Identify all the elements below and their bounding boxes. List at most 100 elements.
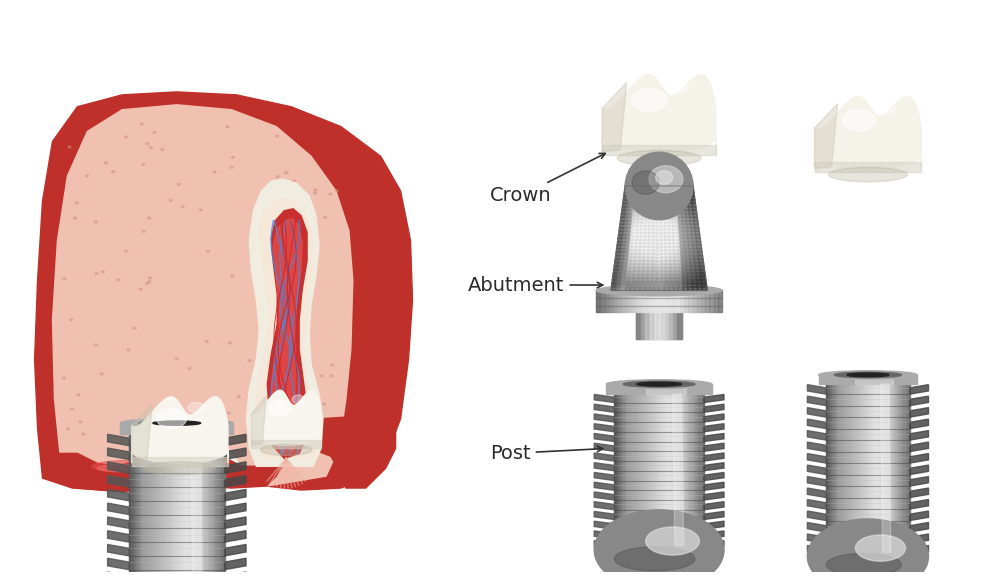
Polygon shape <box>663 245 668 248</box>
Polygon shape <box>645 277 650 280</box>
Polygon shape <box>677 266 682 270</box>
Polygon shape <box>675 224 679 228</box>
Polygon shape <box>177 434 179 575</box>
Polygon shape <box>678 217 682 221</box>
Polygon shape <box>624 194 694 197</box>
Ellipse shape <box>289 392 292 394</box>
Polygon shape <box>651 231 655 235</box>
Polygon shape <box>620 221 624 224</box>
Polygon shape <box>667 231 671 235</box>
Polygon shape <box>663 200 666 204</box>
Polygon shape <box>807 511 826 520</box>
Polygon shape <box>807 523 826 532</box>
Polygon shape <box>677 200 681 204</box>
Polygon shape <box>694 224 699 228</box>
Polygon shape <box>910 385 929 394</box>
Polygon shape <box>682 277 687 280</box>
Ellipse shape <box>62 377 65 379</box>
Polygon shape <box>694 259 699 263</box>
Polygon shape <box>620 221 698 224</box>
Polygon shape <box>675 394 677 550</box>
Polygon shape <box>108 503 129 515</box>
Polygon shape <box>641 197 645 200</box>
Polygon shape <box>136 434 139 575</box>
Polygon shape <box>664 277 668 280</box>
Polygon shape <box>120 423 233 434</box>
Polygon shape <box>108 489 129 501</box>
Polygon shape <box>642 245 647 248</box>
Polygon shape <box>636 214 640 217</box>
Polygon shape <box>680 190 684 193</box>
Polygon shape <box>631 228 635 231</box>
Polygon shape <box>704 443 724 451</box>
Polygon shape <box>897 384 899 557</box>
Polygon shape <box>683 287 688 290</box>
Polygon shape <box>655 238 659 242</box>
Polygon shape <box>686 217 690 221</box>
Polygon shape <box>626 283 631 287</box>
Polygon shape <box>668 266 673 270</box>
Polygon shape <box>701 280 706 283</box>
Polygon shape <box>623 197 627 200</box>
Polygon shape <box>625 210 629 214</box>
Polygon shape <box>624 217 629 221</box>
Polygon shape <box>624 190 628 193</box>
Polygon shape <box>651 248 655 252</box>
Ellipse shape <box>149 147 152 149</box>
Polygon shape <box>652 394 655 550</box>
Polygon shape <box>650 273 655 277</box>
Polygon shape <box>642 252 646 255</box>
Polygon shape <box>621 245 626 248</box>
Polygon shape <box>256 198 316 458</box>
Polygon shape <box>677 204 681 207</box>
Polygon shape <box>678 287 683 290</box>
Ellipse shape <box>649 166 683 193</box>
Ellipse shape <box>74 217 77 219</box>
Polygon shape <box>837 384 839 557</box>
Polygon shape <box>691 228 695 231</box>
Polygon shape <box>652 200 656 204</box>
Polygon shape <box>683 235 688 238</box>
Polygon shape <box>625 186 693 189</box>
Ellipse shape <box>146 143 149 145</box>
Polygon shape <box>643 224 647 228</box>
Polygon shape <box>619 263 624 266</box>
Polygon shape <box>688 245 693 248</box>
Polygon shape <box>631 280 636 283</box>
Polygon shape <box>650 252 655 255</box>
Text: Post: Post <box>490 444 603 463</box>
Polygon shape <box>220 434 222 575</box>
Polygon shape <box>832 384 835 557</box>
Polygon shape <box>704 394 724 402</box>
Polygon shape <box>910 442 929 451</box>
Polygon shape <box>594 404 614 412</box>
Polygon shape <box>691 277 696 280</box>
Polygon shape <box>652 197 656 200</box>
Polygon shape <box>807 454 826 463</box>
Polygon shape <box>622 277 627 280</box>
Polygon shape <box>637 200 641 204</box>
Polygon shape <box>853 384 855 557</box>
Polygon shape <box>693 394 695 550</box>
Polygon shape <box>630 242 634 245</box>
Polygon shape <box>851 384 853 557</box>
Polygon shape <box>868 384 870 557</box>
Polygon shape <box>622 208 696 210</box>
Polygon shape <box>621 210 626 214</box>
Ellipse shape <box>594 510 724 575</box>
Polygon shape <box>655 228 659 231</box>
Polygon shape <box>683 283 688 287</box>
Polygon shape <box>654 273 659 277</box>
Polygon shape <box>704 492 724 500</box>
Polygon shape <box>647 221 651 224</box>
Polygon shape <box>666 193 670 197</box>
Polygon shape <box>696 280 702 283</box>
Polygon shape <box>659 193 663 197</box>
Ellipse shape <box>188 367 191 369</box>
Ellipse shape <box>308 265 311 267</box>
Polygon shape <box>246 179 323 466</box>
Polygon shape <box>640 280 645 283</box>
Polygon shape <box>646 245 651 248</box>
Polygon shape <box>611 285 707 288</box>
Polygon shape <box>646 384 686 394</box>
